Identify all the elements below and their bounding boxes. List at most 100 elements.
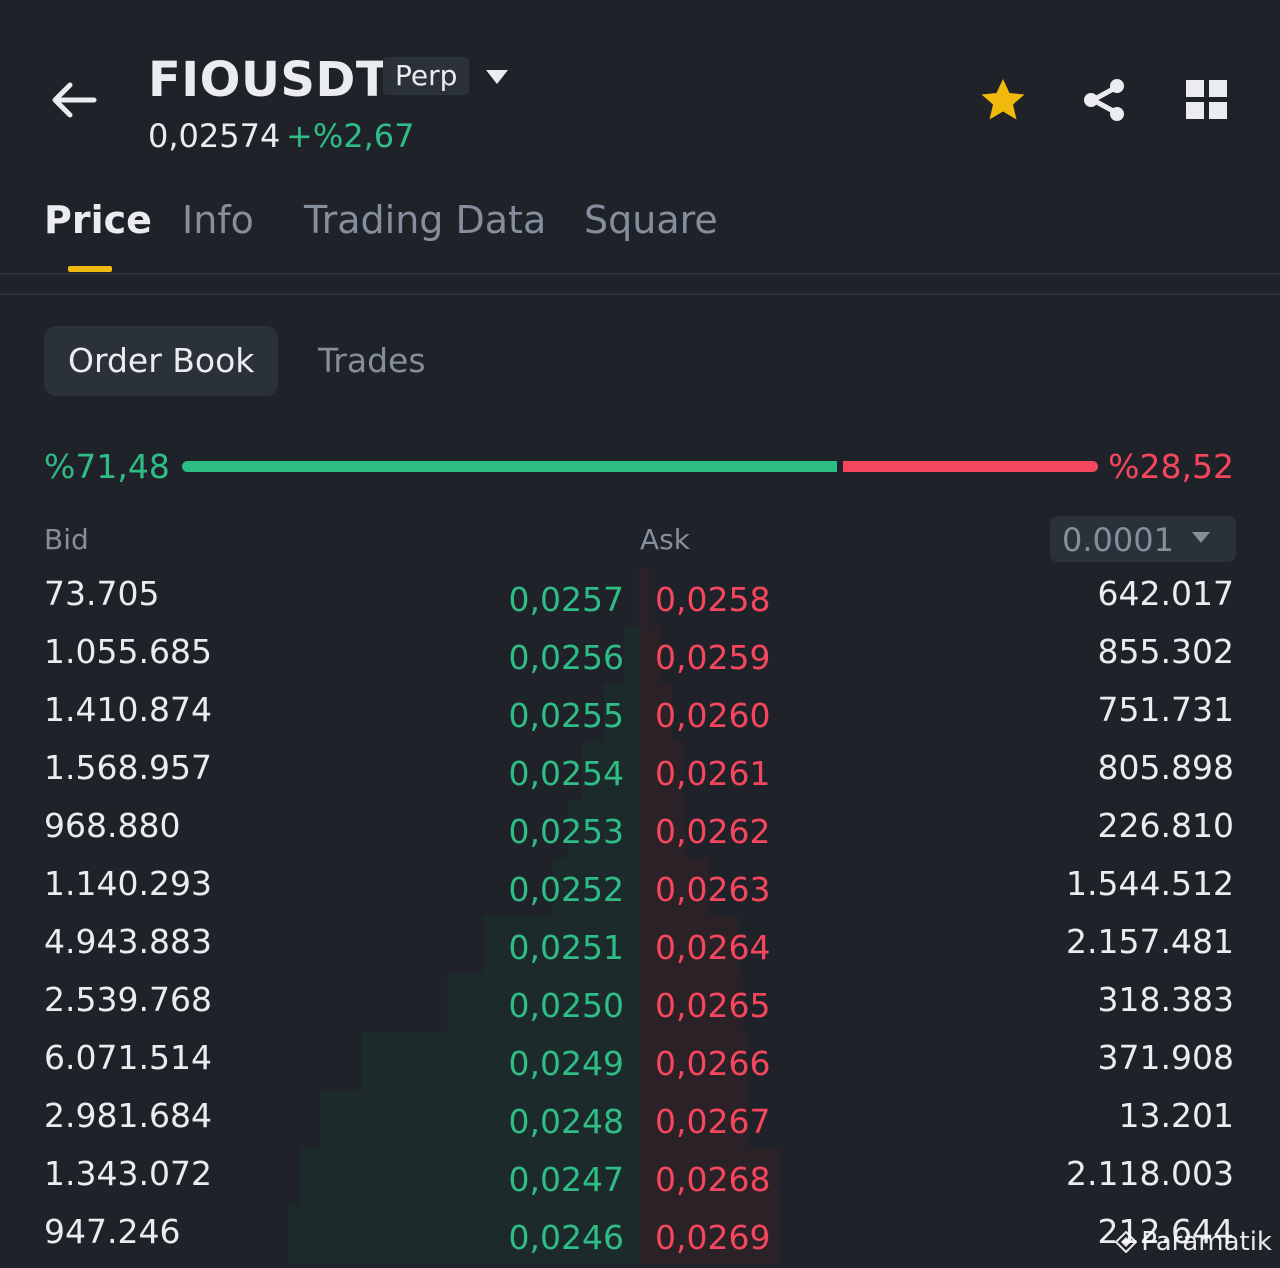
header: FIOUSDT Perp 0,02574 +%2,67	[0, 0, 1280, 180]
bid-quantity: 1.055.685	[44, 632, 212, 671]
ask-price: 0,0262	[655, 812, 771, 851]
bid-depth-bar	[639, 568, 640, 626]
ask-price: 0,0269	[655, 1218, 771, 1257]
ask-quantity: 751.731	[1097, 690, 1234, 729]
ask-depth-bar	[640, 800, 686, 858]
order-book-row[interactable]: 1.055.685 0,0256 0,0259 855.302	[0, 626, 1280, 684]
ask-price: 0,0259	[655, 638, 771, 677]
favorite-star-icon[interactable]	[978, 76, 1028, 124]
ask-quantity: 226.810	[1097, 806, 1234, 845]
bid-depth-bar	[569, 800, 640, 858]
ask-price: 0,0258	[655, 580, 771, 619]
bid-column-header: Bid	[44, 523, 89, 556]
precision-select[interactable]: 0.0001	[1050, 516, 1236, 562]
ask-price: 0,0261	[655, 754, 771, 793]
ask-quantity: 2.157.481	[1066, 922, 1234, 961]
bid-quantity: 947.246	[44, 1212, 181, 1251]
bid-quantity: 73.705	[44, 574, 160, 613]
tab-price[interactable]: Price	[44, 198, 152, 242]
ask-price: 0,0264	[655, 928, 771, 967]
contract-type-badge: Perp	[383, 57, 470, 95]
bid-price: 0,0248	[508, 1102, 624, 1141]
bid-price: 0,0253	[508, 812, 624, 851]
bid-quantity: 1.568.957	[44, 748, 212, 787]
bid-ask-ratio: %71,48 %28,52	[0, 444, 1280, 492]
ask-depth-bar	[640, 1032, 748, 1090]
order-book-row[interactable]: 4.943.883 0,0251 0,0264 2.157.481	[0, 916, 1280, 974]
bid-quantity: 2.539.768	[44, 980, 212, 1019]
tab-info[interactable]: Info	[182, 198, 254, 242]
watermark-text: Paramatik	[1141, 1227, 1272, 1257]
order-book-row[interactable]: 1.410.874 0,0255 0,0260 751.731	[0, 684, 1280, 742]
ask-depth-bar	[640, 916, 738, 974]
bid-depth-bar	[301, 1148, 640, 1206]
ask-price: 0,0268	[655, 1160, 771, 1199]
ask-quantity: 855.302	[1097, 632, 1234, 671]
paramatik-logo-icon	[1115, 1231, 1138, 1253]
bid-price: 0,0257	[508, 580, 624, 619]
ask-ratio-bar	[843, 461, 1098, 472]
ask-depth-bar	[640, 684, 672, 742]
bid-depth-bar	[483, 916, 640, 974]
ask-quantity: 642.017	[1097, 574, 1234, 613]
ask-column-header: Ask	[640, 523, 690, 556]
bid-quantity: 2.981.684	[44, 1096, 212, 1135]
bid-ratio-bar	[182, 461, 837, 472]
ask-depth-bar	[640, 742, 683, 800]
bid-price: 0,0254	[508, 754, 624, 793]
watermark: Paramatik	[1115, 1226, 1272, 1258]
ask-quantity: 212.644	[1097, 1212, 1234, 1251]
tab-order-book[interactable]: Order Book	[44, 326, 279, 396]
last-price: 0,02574	[148, 117, 281, 155]
order-book-row[interactable]: 2.539.768 0,0250 0,0265 318.383	[0, 974, 1280, 1032]
ask-quantity: 805.898	[1097, 748, 1234, 787]
grid-menu-icon[interactable]	[1184, 78, 1230, 122]
bid-price: 0,0256	[508, 638, 624, 677]
bid-quantity: 4.943.883	[44, 922, 212, 961]
ask-quantity: 2.118.003	[1066, 1154, 1234, 1193]
ask-depth-bar	[640, 626, 661, 684]
ask-quantity: 371.908	[1097, 1038, 1234, 1077]
ask-quantity: 13.201	[1118, 1096, 1234, 1135]
ask-depth-bar	[640, 568, 649, 626]
bid-depth-bar	[624, 626, 640, 684]
bid-quantity: 1.410.874	[44, 690, 212, 729]
order-book: 73.705 0,0257 0,0258 642.017 1.055.685 0,0256…	[0, 568, 1280, 1268]
order-book-row[interactable]: 968.880 0,0253 0,0262 226.810	[0, 800, 1280, 858]
bid-quantity: 1.140.293	[44, 864, 212, 903]
back-arrow-icon[interactable]	[48, 76, 100, 124]
tab-trading-data[interactable]: Trading Data	[304, 198, 547, 242]
order-book-row[interactable]: 6.071.514 0,0249 0,0266 371.908	[0, 1032, 1280, 1090]
order-book-row[interactable]: 2.981.684 0,0248 0,0267 13.201	[0, 1090, 1280, 1148]
order-book-row[interactable]: 1.343.072 0,0247 0,0268 2.118.003	[0, 1148, 1280, 1206]
bid-depth-bar	[447, 974, 640, 1032]
bid-price: 0,0252	[508, 870, 624, 909]
order-book-row[interactable]: 73.705 0,0257 0,0258 642.017	[0, 568, 1280, 626]
bid-price: 0,0247	[508, 1160, 624, 1199]
bid-quantity: 1.343.072	[44, 1154, 212, 1193]
ask-depth-bar	[640, 858, 708, 916]
symbol-title[interactable]: FIOUSDT	[148, 52, 390, 108]
tab-square[interactable]: Square	[584, 198, 718, 242]
ask-price: 0,0265	[655, 986, 771, 1025]
main-tabs: Price Info Trading Data Square	[0, 190, 1280, 274]
order-book-row[interactable]: 1.140.293 0,0252 0,0263 1.544.512	[0, 858, 1280, 916]
ask-quantity: 1.544.512	[1066, 864, 1234, 903]
order-book-row[interactable]: 1.568.957 0,0254 0,0261 805.898	[0, 742, 1280, 800]
chevron-down-icon[interactable]	[484, 68, 510, 86]
share-icon[interactable]	[1080, 76, 1128, 124]
ask-price: 0,0267	[655, 1102, 771, 1141]
divider	[0, 293, 1280, 295]
price-change-percent: +%2,67	[286, 117, 415, 155]
bid-price: 0,0250	[508, 986, 624, 1025]
ask-depth-bar	[640, 1206, 781, 1264]
bid-depth-bar	[582, 742, 640, 800]
ask-quantity: 318.383	[1097, 980, 1234, 1019]
order-book-row[interactable]: 947.246 0,0246 0,0269 212.644	[0, 1206, 1280, 1264]
active-tab-indicator	[68, 266, 112, 272]
bid-quantity: 968.880	[44, 806, 181, 845]
ask-price: 0,0266	[655, 1044, 771, 1083]
chevron-down-icon	[1192, 532, 1210, 543]
ask-percent: %28,52	[1108, 447, 1234, 486]
tab-trades[interactable]: Trades	[318, 341, 426, 380]
